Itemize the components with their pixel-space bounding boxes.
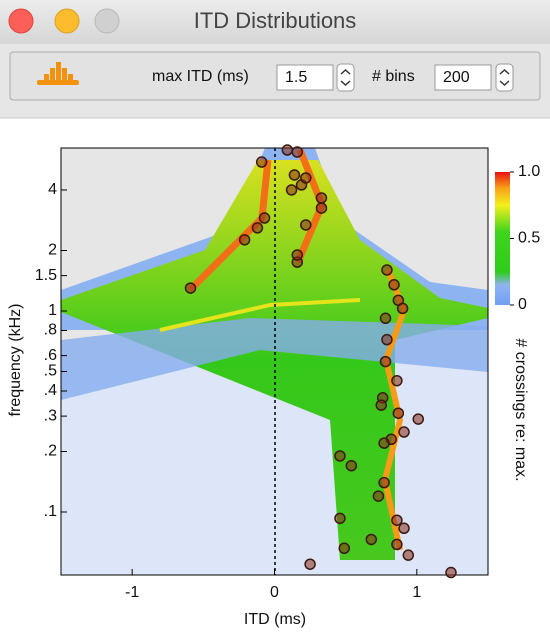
y-tick-label: .1 — [44, 503, 57, 520]
minimize-button[interactable] — [54, 8, 80, 34]
peak-marker — [238, 234, 251, 246]
peak-marker — [378, 476, 390, 489]
peak-marker — [391, 374, 403, 387]
peak-marker — [378, 437, 390, 449]
y-tick-label: .6 — [44, 347, 57, 364]
peak-marker — [372, 490, 385, 502]
peak-marker — [412, 413, 425, 425]
peak-marker — [402, 549, 415, 561]
peak-marker — [315, 192, 328, 204]
y-tick-label: 1 — [48, 302, 57, 319]
max-itd-value: 1.5 — [285, 69, 307, 86]
y-tick-label: .5 — [44, 363, 57, 380]
peak-marker — [258, 212, 271, 224]
peak-marker — [300, 172, 312, 184]
bins-stepper[interactable] — [495, 63, 514, 92]
peak-marker — [392, 407, 405, 419]
close-button[interactable] — [8, 8, 34, 34]
peak-marker — [288, 169, 301, 181]
colorbar — [495, 172, 510, 305]
max-itd-label: max ITD (ms) — [152, 68, 249, 85]
peak-marker — [365, 533, 378, 546]
peak-marker — [381, 333, 393, 346]
peak-marker — [398, 426, 410, 438]
peak-marker — [334, 512, 346, 525]
peak-marker — [251, 222, 264, 234]
max-itd-input[interactable] — [276, 64, 334, 91]
toolbar — [9, 51, 541, 101]
peak-marker — [338, 542, 350, 555]
y-tick-label: .3 — [44, 407, 57, 424]
peak-marker — [334, 450, 346, 462]
peak-marker — [396, 302, 409, 315]
y-tick-label: 1.5 — [35, 267, 57, 284]
peak-marker — [388, 279, 400, 291]
y-tick-label: 2 — [48, 242, 57, 259]
window-title: ITD Distributions — [194, 8, 357, 33]
bins-value: 200 — [443, 69, 470, 86]
peak-marker — [345, 459, 358, 472]
colorbar-tick-label: 1.0 — [518, 163, 540, 180]
peak-marker — [391, 538, 403, 551]
bins-input[interactable] — [434, 64, 492, 91]
x-tick-label: 0 — [270, 584, 279, 601]
x-axis-label: ITD (ms) — [244, 611, 306, 628]
max-itd-stepper[interactable] — [336, 63, 355, 92]
peak-marker — [445, 566, 457, 579]
peak-marker — [285, 184, 298, 196]
peak-marker — [398, 522, 410, 535]
y-tick-label: .8 — [44, 322, 57, 339]
colorbar-tick-label: 0.5 — [518, 230, 540, 247]
y-tick-label: .2 — [44, 443, 57, 460]
y-tick-label: 4 — [48, 181, 57, 198]
y-tick-label: .4 — [44, 382, 57, 399]
x-tick-label: 1 — [412, 584, 421, 601]
peak-marker — [281, 144, 294, 156]
peak-marker — [381, 264, 393, 276]
peak-marker — [375, 399, 387, 411]
colorbar-tick-label: 0 — [518, 296, 527, 313]
zoom-button[interactable] — [94, 8, 120, 34]
peak-marker — [291, 249, 304, 261]
peak-marker — [315, 202, 328, 214]
peak-marker — [184, 282, 197, 294]
peak-marker — [304, 558, 316, 570]
bins-label: # bins — [372, 68, 415, 85]
peak-marker — [255, 156, 268, 168]
peak-marker — [291, 146, 304, 158]
colorbar-label: # crossings re: max. — [512, 338, 529, 481]
x-tick-label: -1 — [125, 584, 139, 601]
peak-marker — [300, 219, 312, 231]
peak-marker — [379, 355, 392, 368]
title-bar — [0, 0, 550, 44]
app-icon — [37, 62, 79, 85]
peak-marker — [379, 312, 392, 325]
peak-marker — [391, 514, 403, 526]
y-axis-label: frequency (kHz) — [7, 304, 24, 417]
